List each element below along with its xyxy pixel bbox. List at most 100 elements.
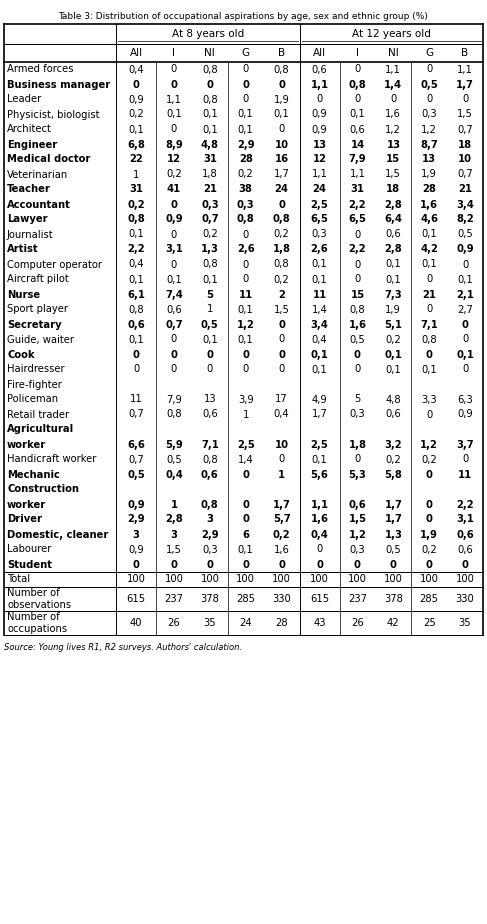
Text: 1,7: 1,7 [273, 500, 291, 509]
Text: 1,8: 1,8 [348, 440, 366, 449]
Text: 0,1: 0,1 [128, 334, 144, 345]
Text: 15: 15 [386, 154, 400, 164]
Text: 0: 0 [354, 349, 361, 359]
Text: 6,8: 6,8 [127, 140, 145, 150]
Text: 0,1: 0,1 [312, 455, 327, 465]
Text: 0,6: 0,6 [127, 320, 145, 330]
Text: 100: 100 [236, 575, 255, 585]
Text: 0,7: 0,7 [128, 409, 144, 419]
Text: 0: 0 [426, 65, 432, 75]
Text: 0: 0 [206, 364, 213, 374]
Text: 15: 15 [350, 289, 364, 299]
Text: 2,2: 2,2 [127, 245, 145, 254]
Text: 0: 0 [317, 544, 322, 554]
Text: 13: 13 [422, 154, 436, 164]
Text: Domestic, cleaner: Domestic, cleaner [7, 529, 109, 540]
Text: 0,1: 0,1 [166, 274, 182, 285]
Text: 0: 0 [355, 65, 360, 75]
Text: 11: 11 [130, 395, 142, 405]
Text: 0,1: 0,1 [350, 110, 365, 119]
Text: 1: 1 [170, 500, 177, 509]
Text: 330: 330 [456, 594, 474, 604]
Text: 1,3: 1,3 [201, 245, 219, 254]
Text: 6: 6 [242, 529, 249, 540]
Text: 0,2: 0,2 [421, 455, 437, 465]
Text: 11: 11 [312, 289, 327, 299]
Text: 0: 0 [170, 79, 177, 90]
Text: 18: 18 [458, 140, 472, 150]
Text: 0,8: 0,8 [273, 214, 290, 225]
Text: 0: 0 [206, 79, 213, 90]
Text: 1,4: 1,4 [238, 455, 254, 465]
Text: 5,7: 5,7 [273, 515, 290, 525]
Text: 1,1: 1,1 [385, 65, 401, 75]
Text: 22: 22 [129, 154, 143, 164]
Text: 4,2: 4,2 [420, 245, 438, 254]
Text: 0: 0 [426, 469, 432, 480]
Text: 3,4: 3,4 [311, 320, 328, 330]
Text: 0: 0 [426, 500, 432, 509]
Text: 21: 21 [422, 289, 436, 299]
Text: 615: 615 [127, 594, 146, 604]
Text: 1,9: 1,9 [274, 94, 289, 104]
Text: Nurse: Nurse [7, 289, 40, 299]
Text: 6,6: 6,6 [127, 440, 145, 449]
Text: 1,6: 1,6 [274, 544, 289, 554]
Text: 2,2: 2,2 [349, 200, 366, 210]
Text: 1,1: 1,1 [312, 169, 327, 179]
Text: 0: 0 [171, 229, 177, 239]
Text: NI: NI [388, 48, 399, 58]
Text: 0,3: 0,3 [350, 544, 365, 554]
Text: 28: 28 [275, 618, 288, 628]
Text: 0: 0 [355, 260, 360, 270]
Text: Handicraft worker: Handicraft worker [7, 455, 96, 465]
Text: 0: 0 [279, 455, 285, 465]
Text: 0: 0 [426, 305, 432, 314]
Text: 1,2: 1,2 [237, 320, 255, 330]
Text: Accountant: Accountant [7, 200, 71, 210]
Text: 25: 25 [423, 618, 435, 628]
Text: 0,1: 0,1 [128, 274, 144, 285]
Text: 0,9: 0,9 [165, 214, 183, 225]
Text: 1: 1 [243, 409, 249, 419]
Text: 0: 0 [132, 560, 139, 569]
Text: 0,7: 0,7 [128, 455, 144, 465]
Text: 5,6: 5,6 [311, 469, 328, 480]
Text: 0: 0 [426, 274, 432, 285]
Text: 1,5: 1,5 [457, 110, 473, 119]
Text: 0,8: 0,8 [202, 260, 218, 270]
Text: 0,6: 0,6 [385, 229, 401, 239]
Text: 2,6: 2,6 [311, 245, 328, 254]
Text: 24: 24 [240, 618, 252, 628]
Text: 0,1: 0,1 [312, 274, 327, 285]
Text: 0,1: 0,1 [238, 305, 254, 314]
Text: 2,6: 2,6 [237, 245, 255, 254]
Text: 0,8: 0,8 [274, 65, 289, 75]
Text: 8,2: 8,2 [456, 214, 474, 225]
Text: 0,7: 0,7 [457, 169, 473, 179]
Text: 0,9: 0,9 [128, 94, 144, 104]
Text: 0,1: 0,1 [421, 229, 437, 239]
Text: 0: 0 [426, 409, 432, 419]
Text: Teacher: Teacher [7, 185, 51, 194]
Text: Veterinarian: Veterinarian [7, 169, 68, 179]
Text: 13: 13 [386, 140, 400, 150]
Text: Fire-fighter: Fire-fighter [7, 380, 62, 390]
Text: 0,1: 0,1 [238, 125, 254, 135]
Text: 0,6: 0,6 [201, 469, 219, 480]
Text: 10: 10 [275, 140, 289, 150]
Text: 3,7: 3,7 [456, 440, 474, 449]
Text: 12: 12 [313, 154, 326, 164]
Text: 17: 17 [275, 395, 288, 405]
Text: 0,6: 0,6 [349, 500, 366, 509]
Text: 16: 16 [275, 154, 289, 164]
Text: 1,4: 1,4 [312, 305, 327, 314]
Text: 0,1: 0,1 [274, 110, 289, 119]
Text: 0,1: 0,1 [385, 260, 401, 270]
Text: 1,9: 1,9 [421, 169, 437, 179]
Text: 237: 237 [348, 594, 367, 604]
Text: 2,8: 2,8 [384, 245, 402, 254]
Text: 0,8: 0,8 [237, 214, 255, 225]
Text: Journalist: Journalist [7, 229, 54, 239]
Text: 0: 0 [278, 200, 285, 210]
